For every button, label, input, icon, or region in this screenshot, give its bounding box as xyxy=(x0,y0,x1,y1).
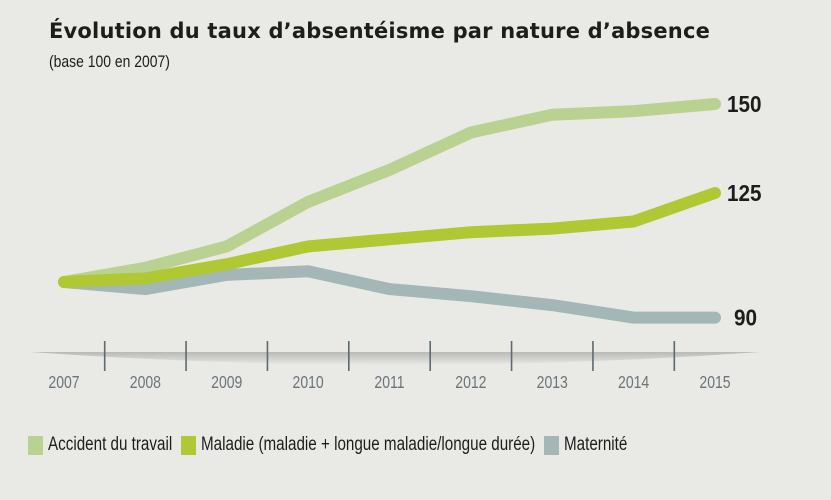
x-axis-ticks xyxy=(103,341,676,371)
legend: Accident du travail Maladie (maladie + lo… xyxy=(28,434,637,456)
x-tick-label: 2008 xyxy=(130,372,161,392)
end-labels: 150 125 90 xyxy=(727,91,762,331)
legend-swatch xyxy=(28,435,43,455)
legend-item: Maternité xyxy=(544,434,628,456)
legend-label: Maladie (maladie + longue maladie/longue… xyxy=(201,434,536,455)
end-value-label: 90 xyxy=(734,305,757,331)
series-line-2 xyxy=(58,265,721,324)
line-chart: 2007 2008 2009 2010 2011 2012 2013 2014 2015 150… xyxy=(30,91,762,392)
x-tick-label: 2012 xyxy=(455,372,486,392)
x-tick-label: 2009 xyxy=(211,372,242,392)
x-tick-label: 2015 xyxy=(699,372,730,392)
x-tick-label: 2007 xyxy=(48,372,79,392)
legend-item: Maladie (maladie + longue maladie/longue… xyxy=(181,434,536,456)
series-line-0 xyxy=(58,98,721,288)
x-tick-label: 2010 xyxy=(293,372,324,392)
x-axis-tick-labels: 2007 2008 2009 2010 2011 2012 2013 2014 2015 xyxy=(48,372,730,392)
legend-item: Accident du travail xyxy=(28,434,172,456)
series-lines xyxy=(58,98,721,324)
legend-label: Maternité xyxy=(564,434,628,455)
x-axis-band xyxy=(30,352,760,365)
end-value-label: 150 xyxy=(727,91,762,117)
legend-label: Accident du travail xyxy=(48,434,173,455)
legend-swatch xyxy=(181,435,197,455)
chart-title: Évolution du taux d’absentéisme par natu… xyxy=(49,19,711,43)
chart-subtitle: (base 100 en 2007) xyxy=(49,52,170,71)
x-tick-label: 2014 xyxy=(618,372,649,392)
x-tick-label: 2011 xyxy=(374,372,404,392)
x-tick-label: 2013 xyxy=(537,372,568,392)
series-line-1 xyxy=(58,187,721,288)
legend-swatch xyxy=(544,435,560,455)
end-value-label: 125 xyxy=(727,180,762,206)
